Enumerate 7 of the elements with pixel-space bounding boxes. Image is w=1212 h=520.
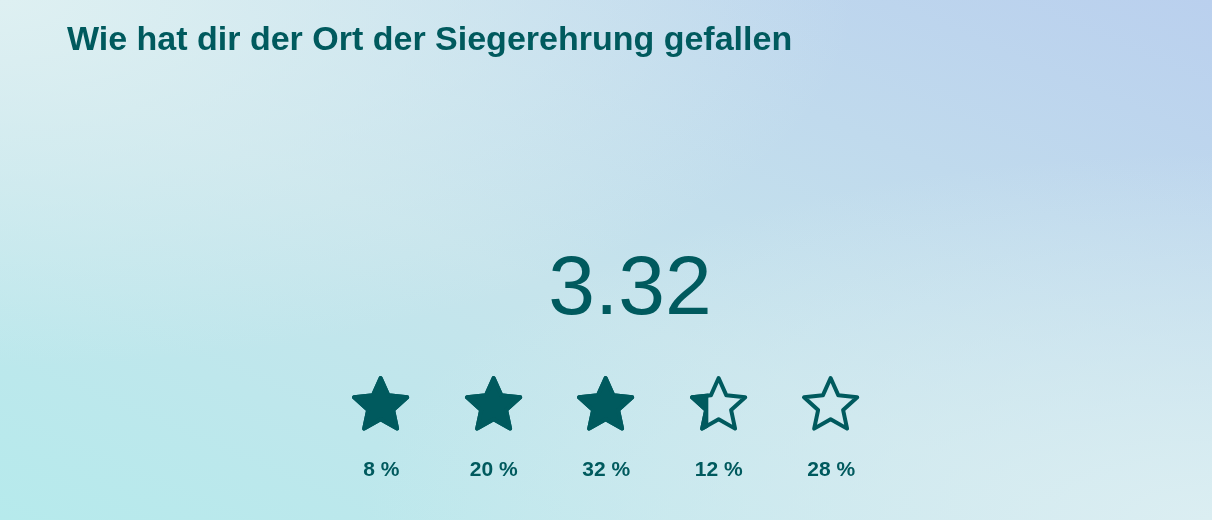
data-label: 20 % — [469, 456, 518, 480]
data-label: 8 % — [362, 456, 400, 480]
data-label: 32 % — [582, 456, 631, 480]
text: 3.32 — [547, 237, 713, 334]
data-label: 28 % — [807, 456, 856, 480]
data-label: 12 % — [694, 456, 743, 480]
text: Wie hat dir der Ort der Siegerehrung gefallen — [67, 19, 793, 58]
